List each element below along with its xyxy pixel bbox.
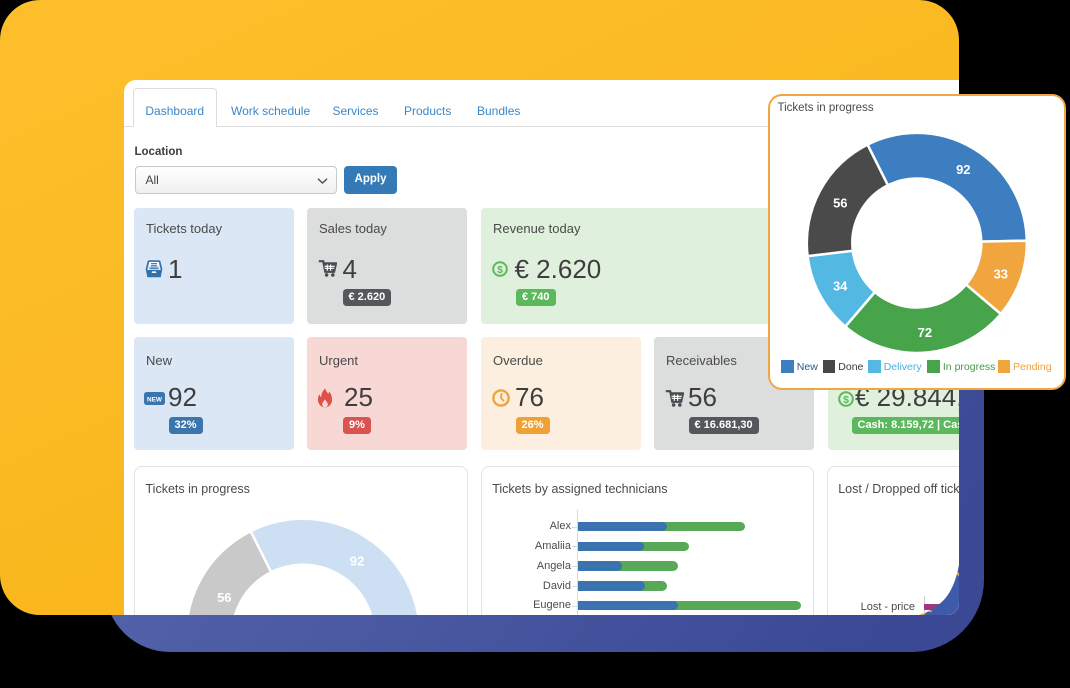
svg-text:56: 56	[833, 195, 847, 210]
svg-text:72: 72	[917, 324, 931, 339]
svg-text:92: 92	[956, 161, 970, 176]
svg-text:NEW: NEW	[147, 397, 163, 404]
svg-text:$: $	[497, 264, 503, 276]
svg-text:92: 92	[350, 553, 364, 568]
svg-text:$: $	[843, 394, 849, 406]
svg-text:33: 33	[993, 266, 1007, 281]
svg-text:56: 56	[217, 590, 231, 605]
svg-text:34: 34	[832, 278, 847, 293]
